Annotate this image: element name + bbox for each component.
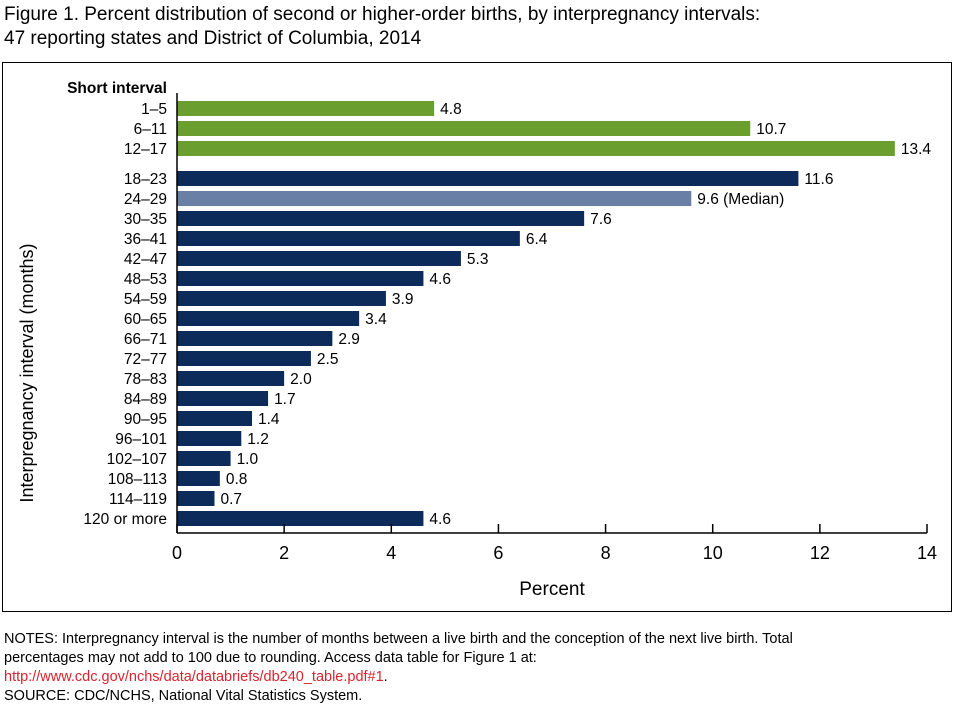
bar-108-113 <box>177 471 220 486</box>
value-label-18-23: 11.6 <box>804 171 833 188</box>
bar-54-59 <box>177 291 386 306</box>
value-label-66-71: 2.9 <box>338 331 360 348</box>
notes-line-1: NOTES: Interpregnancy interval is the nu… <box>4 631 793 647</box>
category-label-42-47: 42–47 <box>124 251 167 268</box>
x-tick-label-2: 2 <box>279 543 289 563</box>
category-label-30-35: 30–35 <box>124 211 167 228</box>
figure-title: Figure 1. Percent distribution of second… <box>4 3 954 51</box>
bar-18-23 <box>177 171 799 186</box>
y-axis-title: Interpregnancy interval (months) <box>17 243 37 502</box>
x-tick-label-4: 4 <box>386 543 396 563</box>
figure-title-line-2: 47 reporting states and District of Colu… <box>4 28 422 49</box>
value-label-84-89: 1.7 <box>274 391 296 408</box>
value-label-114-119: 0.7 <box>221 491 243 508</box>
category-label-12-17: 12–17 <box>124 141 167 158</box>
value-label-24-29: 9.6 (Median) <box>697 191 784 208</box>
category-label-24-29: 24–29 <box>124 191 167 208</box>
bar-114-119 <box>177 491 215 506</box>
category-label-54-59: 54–59 <box>124 291 167 308</box>
category-label-84-89: 84–89 <box>124 391 167 408</box>
link-suffix: . <box>383 669 388 685</box>
group-label-short-interval: Short interval <box>67 80 167 97</box>
bar-120-or-more <box>177 511 424 526</box>
value-label-78-83: 2.0 <box>290 371 312 388</box>
bar-60-65 <box>177 311 360 326</box>
bar-24-29 <box>177 191 692 206</box>
bar-78-83 <box>177 371 285 386</box>
category-label-72-77: 72–77 <box>124 351 167 368</box>
x-tick-label-14: 14 <box>917 543 937 563</box>
category-label-48-53: 48–53 <box>124 271 167 288</box>
category-label-90-95: 90–95 <box>124 411 167 428</box>
category-label-78-83: 78–83 <box>124 371 167 388</box>
bar-72-77 <box>177 351 311 366</box>
category-label-1-5: 1–5 <box>141 101 167 118</box>
value-label-48-53: 4.6 <box>429 271 451 288</box>
bar-96-101 <box>177 431 242 446</box>
bar-48-53 <box>177 271 424 286</box>
category-label-60-65: 60–65 <box>124 311 167 328</box>
bar-84-89 <box>177 391 269 406</box>
value-label-12-17: 13.4 <box>901 141 932 158</box>
category-label-114-119: 114–119 <box>109 491 167 508</box>
bar-90-95 <box>177 411 252 426</box>
x-axis: 0 2 4 6 8 10 12 14 <box>172 93 937 563</box>
bar-chart: Short interval Interpregnancy interval (… <box>17 80 937 600</box>
x-axis-title: Percent <box>519 579 585 600</box>
category-label-66-71: 66–71 <box>124 331 167 348</box>
value-label-42-47: 5.3 <box>467 251 489 268</box>
chart-frame: Short interval Interpregnancy interval (… <box>2 62 952 612</box>
bar-42-47 <box>177 251 461 266</box>
bar-102-107 <box>177 451 231 466</box>
category-label-96-101: 96–101 <box>115 431 167 448</box>
bars-layer: 1–5 4.8 6–11 10.7 12–17 13.4 18–23 11.6 24–29 9.6… <box>83 101 931 528</box>
category-label-102-107: 102–107 <box>107 451 167 468</box>
value-label-96-101: 1.2 <box>247 431 269 448</box>
category-label-120-or-more: 120 or more <box>83 511 167 528</box>
notes-link-line: http://www.cdc.gov/nchs/data/databriefs/… <box>4 668 954 687</box>
figure-title-line-1: Figure 1. Percent distribution of second… <box>4 4 761 25</box>
data-table-link[interactable]: http://www.cdc.gov/nchs/data/databriefs/… <box>4 669 384 685</box>
source-line: SOURCE: CDC/NCHS, National Vital Statist… <box>4 688 363 704</box>
value-label-36-41: 6.4 <box>526 231 548 248</box>
x-tick-label-0: 0 <box>172 543 182 563</box>
value-label-60-65: 3.4 <box>365 311 387 328</box>
value-label-90-95: 1.4 <box>258 411 280 428</box>
value-label-1-5: 4.8 <box>440 101 462 118</box>
x-tick-label-8: 8 <box>601 543 611 563</box>
bar-6-11 <box>177 121 751 136</box>
x-tick-label-12: 12 <box>810 543 830 563</box>
notes-line-2: percentages may not add to 100 due to ro… <box>4 650 537 666</box>
x-tick-label-10: 10 <box>703 543 723 563</box>
x-tick-label-6: 6 <box>493 543 503 563</box>
bar-66-71 <box>177 331 333 346</box>
value-label-120-or-more: 4.6 <box>429 511 451 528</box>
bar-12-17 <box>177 141 895 156</box>
category-label-36-41: 36–41 <box>124 231 167 248</box>
value-label-72-77: 2.5 <box>317 351 339 368</box>
bar-30-35 <box>177 211 585 226</box>
value-label-54-59: 3.9 <box>392 291 414 308</box>
value-label-30-35: 7.6 <box>590 211 612 228</box>
value-label-108-113: 0.8 <box>226 471 248 488</box>
bar-36-41 <box>177 231 520 246</box>
value-label-102-107: 1.0 <box>237 451 259 468</box>
category-label-6-11: 6–11 <box>134 121 167 138</box>
category-label-108-113: 108–113 <box>108 471 167 488</box>
value-label-6-11: 10.7 <box>756 121 786 138</box>
category-label-18-23: 18–23 <box>124 171 167 188</box>
notes-section: NOTES: Interpregnancy interval is the nu… <box>4 630 954 706</box>
bar-1-5 <box>177 101 435 116</box>
